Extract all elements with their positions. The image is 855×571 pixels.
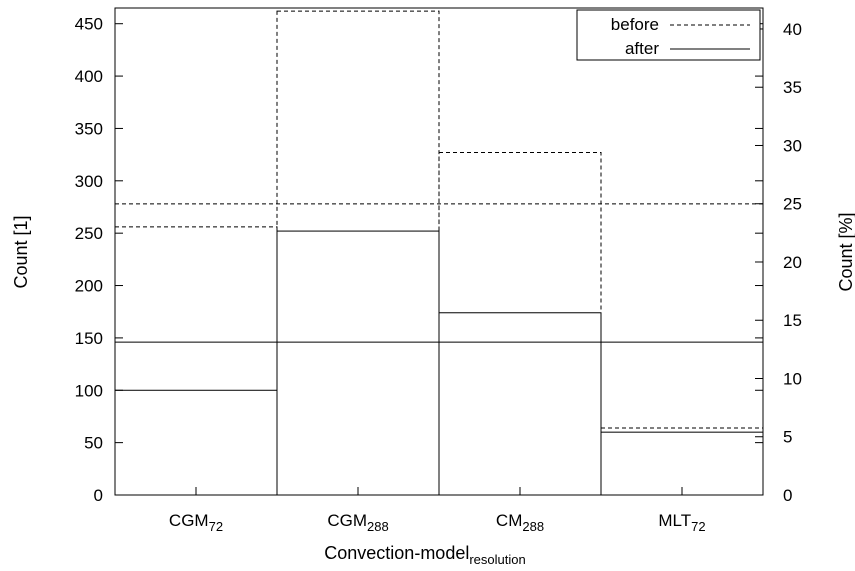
legend-label-before: before	[611, 15, 659, 34]
x-tick-label: CM288	[496, 511, 544, 534]
y-left-tick-label: 0	[94, 486, 103, 505]
bar-after	[438, 312, 602, 496]
bar-before	[276, 10, 440, 496]
x-axis: CGM72 CGM288 CM288 MLT72	[169, 487, 706, 534]
y-right-tick-label: 25	[783, 195, 802, 214]
x-tick-label-subscript: 72	[691, 519, 705, 534]
y-right-tick-label: 20	[783, 253, 802, 272]
y-left-tick-label: 350	[75, 119, 103, 138]
bar-before	[114, 226, 278, 496]
x-tick-label-main: CM	[496, 511, 522, 530]
mean-lines	[115, 203, 763, 343]
x-tick-label-main: CGM	[327, 511, 367, 530]
legend-label-after: after	[625, 39, 659, 58]
bar-after	[276, 230, 440, 496]
y-left-tick-label: 250	[75, 224, 103, 243]
y-axis-right-title: Count [%]	[836, 212, 855, 291]
y-left-tick-label: 450	[75, 15, 103, 34]
y-left-tick-label: 300	[75, 172, 103, 191]
x-tick-label: CGM288	[327, 511, 388, 534]
y-right-tick-label: 0	[783, 486, 792, 505]
y-right-tick-label: 35	[783, 78, 802, 97]
x-tick-label: MLT72	[658, 511, 705, 534]
y-left-tick-label: 50	[84, 434, 103, 453]
y-left-tick-label: 200	[75, 277, 103, 296]
y-left-tick-label: 400	[75, 67, 103, 86]
bar-before	[438, 152, 602, 496]
y-right-tick-label: 30	[783, 136, 802, 155]
x-tick-label-subscript: 72	[209, 519, 223, 534]
legend-box	[576, 9, 761, 61]
legend: before after	[576, 9, 761, 61]
x-tick-label-subscript: 288	[367, 519, 389, 534]
y-right-tick-label: 15	[783, 311, 802, 330]
x-tick-label: CGM72	[169, 511, 223, 534]
bar-after	[114, 389, 278, 496]
bar-after	[600, 431, 764, 496]
x-tick-label-subscript: 288	[522, 519, 544, 534]
x-tick-label-main: MLT	[658, 511, 691, 530]
x-tick-label-main: CGM	[169, 511, 209, 530]
y-right-tick-label: 40	[783, 20, 802, 39]
y-axis-left: 0 50 100 150 200 250 300 350 400 450	[75, 15, 763, 505]
y-left-tick-label: 150	[75, 329, 103, 348]
x-axis-title-main: Convection-model	[324, 543, 469, 563]
y-right-tick-label: 5	[783, 428, 792, 447]
y-right-tick-label: 10	[783, 369, 802, 388]
y-axis-left-title: Count [1]	[11, 215, 31, 288]
x-axis-title-subscript: resolution	[469, 552, 525, 567]
bars	[114, 10, 764, 496]
y-axis-right: 0 5 10 15 20 25 30 35 40	[755, 20, 802, 505]
bar-before	[600, 427, 764, 496]
y-left-tick-label: 100	[75, 381, 103, 400]
x-axis-title: Convection-modelresolution	[324, 543, 525, 567]
